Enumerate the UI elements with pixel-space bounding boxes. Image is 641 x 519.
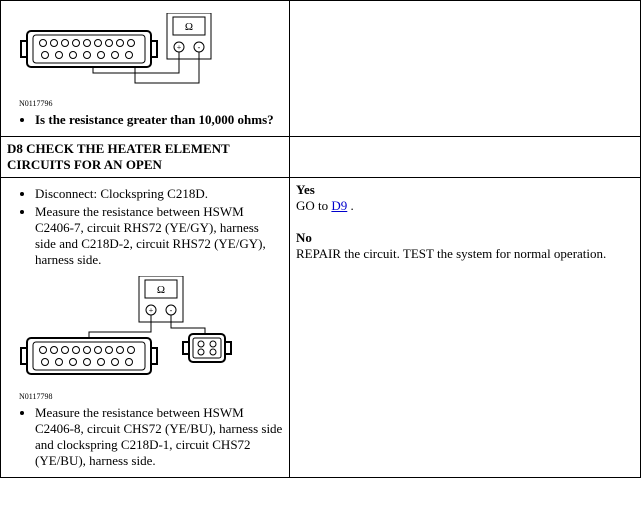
- step-d8-title-right: [290, 137, 641, 178]
- d8-bullet-1: Disconnect: Clockspring C218D.: [35, 186, 283, 202]
- answer-yes-label: Yes: [296, 182, 315, 197]
- step-prev-right: [290, 1, 641, 137]
- link-d9[interactable]: D9: [331, 198, 347, 213]
- step-d8-title-cell: D8 CHECK THE HEATER ELEMENT CIRCUITS FOR…: [1, 137, 290, 178]
- step-prev-left: Ω + -: [1, 1, 290, 137]
- d8-bullet-3: Measure the resistance between HSWM C240…: [35, 405, 283, 469]
- diagram-meter-connector-1: Ω + -: [19, 13, 283, 97]
- diagram-caption-2: N0117798: [19, 392, 283, 401]
- svg-text:-: -: [170, 306, 173, 315]
- step-d8-title: D8 CHECK THE HEATER ELEMENT CIRCUITS FOR…: [7, 141, 230, 172]
- ohm-symbol: Ω: [185, 21, 193, 33]
- diagram-meter-two-connectors: Ω + -: [19, 276, 283, 390]
- svg-text:-: -: [198, 43, 201, 52]
- svg-text:Ω: Ω: [157, 284, 165, 296]
- step-d8-right: Yes GO to D9 . No REPAIR the circuit. TE…: [290, 178, 641, 478]
- diagram-caption-1: N0117796: [19, 99, 283, 108]
- d8-bullet-2: Measure the resistance between HSWM C240…: [35, 204, 283, 268]
- answer-no-label: No: [296, 230, 312, 245]
- question-prev: Is the resistance greater than 10,000 oh…: [35, 112, 283, 128]
- answer-yes-action: GO to D9 .: [296, 198, 634, 214]
- answer-no-action: REPAIR the circuit. TEST the system for …: [296, 246, 634, 262]
- svg-text:+: +: [149, 306, 154, 315]
- svg-text:+: +: [177, 43, 182, 52]
- step-d8-left: Disconnect: Clockspring C218D. Measure t…: [1, 178, 290, 478]
